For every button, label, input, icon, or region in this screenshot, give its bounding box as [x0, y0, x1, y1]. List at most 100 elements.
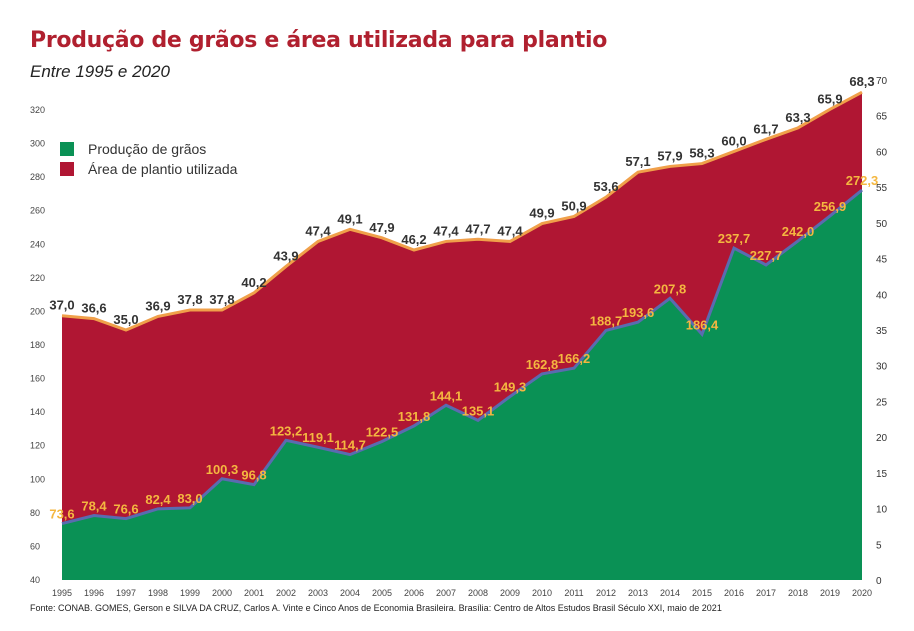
- grain-data-label: 256,9: [814, 199, 847, 214]
- grain-data-label: 207,8: [654, 281, 687, 296]
- x-tick-label: 2002: [276, 588, 296, 598]
- grain-data-label: 272,3: [846, 173, 879, 188]
- y-right-tick-label: 50: [876, 219, 888, 230]
- grain-production-fill: [62, 190, 862, 580]
- y-left-tick-label: 180: [30, 340, 45, 350]
- grain-data-label: 166,2: [558, 351, 591, 366]
- area-data-label: 35,0: [113, 312, 138, 327]
- y-right-tick-label: 25: [876, 397, 888, 408]
- grain-data-label: 114,7: [334, 438, 366, 453]
- grain-data-label: 78,4: [81, 499, 107, 514]
- x-tick-label: 2013: [628, 588, 648, 598]
- area-data-label: 65,9: [817, 91, 842, 106]
- y-left-tick-label: 40: [30, 575, 40, 585]
- area-data-label: 36,9: [145, 298, 170, 313]
- source-note: Fonte: CONAB. GOMES, Gerson e SILVA DA C…: [30, 603, 722, 613]
- area-data-label: 49,1: [337, 211, 362, 226]
- legend-label-grain: Produção de grãos: [88, 141, 206, 157]
- y-left-tick-label: 100: [30, 474, 45, 484]
- x-tick-label: 1995: [52, 588, 72, 598]
- grain-data-label: 188,7: [590, 313, 623, 328]
- legend: Produção de grãos Área de plantio utiliz…: [60, 141, 238, 177]
- y-left-tick-label: 80: [30, 508, 40, 518]
- area-data-label: 49,9: [529, 206, 554, 221]
- y-right-tick-label: 65: [876, 112, 888, 123]
- y-left-tick-label: 200: [30, 306, 45, 316]
- y-right-tick-label: 55: [876, 183, 888, 194]
- legend-swatch-area: [60, 162, 74, 176]
- grain-data-label: 100,3: [206, 462, 239, 477]
- x-tick-label: 2000: [212, 588, 232, 598]
- area-data-label: 37,8: [209, 292, 234, 307]
- grain-data-label: 119,1: [302, 430, 334, 445]
- area-data-label: 63,3: [785, 110, 810, 125]
- x-tick-label: 2007: [436, 588, 456, 598]
- chart-title: Produção de grãos e área utilizada para …: [30, 28, 608, 53]
- area-data-label: 47,4: [305, 223, 331, 238]
- area-plantio-line: [61, 90, 863, 332]
- area-data-label: 68,3: [849, 74, 874, 89]
- area-data-label: 47,7: [465, 221, 490, 236]
- y-right-tick-label: 45: [876, 255, 888, 266]
- x-tick-label: 2018: [788, 588, 808, 598]
- x-tick-label: 2008: [468, 588, 488, 598]
- area-data-label: 53,6: [593, 179, 618, 194]
- grain-data-label: 237,7: [718, 231, 751, 246]
- grain-production-line: [61, 188, 863, 526]
- y-left-tick-label: 160: [30, 374, 45, 384]
- area-data-label: 46,2: [401, 232, 426, 247]
- y-left-tick-label: 240: [30, 239, 45, 249]
- x-tick-label: 1999: [180, 588, 200, 598]
- x-tick-label: 2006: [404, 588, 424, 598]
- legend-label-area: Área de plantio utilizada: [88, 161, 238, 177]
- grain-data-label: 131,8: [398, 409, 431, 424]
- grain-data-label: 73,6: [49, 507, 74, 522]
- y-right-tick-label: 60: [876, 147, 888, 158]
- x-tick-label: 2016: [724, 588, 744, 598]
- y-left-tick-label: 300: [30, 139, 45, 149]
- grain-data-label: 162,8: [526, 357, 559, 372]
- area-data-label: 43,9: [273, 248, 298, 263]
- area-data-label: 50,9: [561, 198, 586, 213]
- y-left-tick-label: 60: [30, 541, 40, 551]
- x-tick-label: 2005: [372, 588, 392, 598]
- y-right-tick-label: 20: [876, 433, 888, 444]
- legend-swatch-grain: [60, 142, 74, 156]
- x-tick-label: 2010: [532, 588, 552, 598]
- area-data-label: 57,1: [625, 154, 650, 169]
- y-right-tick-label: 10: [876, 505, 888, 516]
- y-left-tick-label: 320: [30, 105, 45, 115]
- y-right-tick-label: 30: [876, 362, 888, 373]
- y-right-tick-label: 70: [876, 76, 888, 87]
- x-tick-label: 2009: [500, 588, 520, 598]
- grain-data-label: 96,8: [241, 468, 266, 483]
- x-tick-label: 2020: [852, 588, 872, 598]
- x-tick-label: 2004: [340, 588, 360, 598]
- y-left-tick-label: 260: [30, 206, 45, 216]
- y-right-tick-label: 35: [876, 326, 888, 337]
- y-left-tick-label: 120: [30, 441, 45, 451]
- y-left-tick-label: 220: [30, 273, 45, 283]
- y-right-tick-label: 0: [876, 576, 882, 587]
- area-data-label: 47,4: [497, 223, 523, 238]
- area-data-label: 36,6: [81, 301, 106, 316]
- area-data-label: 47,9: [369, 220, 394, 235]
- area-data-label: 37,0: [49, 298, 74, 313]
- y-right-tick-label: 5: [876, 540, 882, 551]
- x-tick-label: 1996: [84, 588, 104, 598]
- x-tick-label: 2011: [564, 588, 583, 598]
- x-tick-label: 1997: [116, 588, 136, 598]
- x-tick-label: 2017: [756, 588, 776, 598]
- y-left-tick-label: 280: [30, 172, 45, 182]
- y-left-tick-label: 140: [30, 407, 45, 417]
- y-right-tick-label: 15: [876, 469, 888, 480]
- area-data-label: 40,2: [241, 275, 266, 290]
- area-data-label: 47,4: [433, 223, 459, 238]
- x-tick-label: 2012: [596, 588, 616, 598]
- y-right-tick-label: 40: [876, 290, 888, 301]
- grain-data-label: 149,3: [494, 380, 527, 395]
- area-data-label: 60,0: [721, 133, 746, 148]
- grain-data-label: 242,0: [782, 224, 815, 239]
- x-tick-label: 2014: [660, 588, 680, 598]
- area-data-label: 58,3: [689, 146, 714, 161]
